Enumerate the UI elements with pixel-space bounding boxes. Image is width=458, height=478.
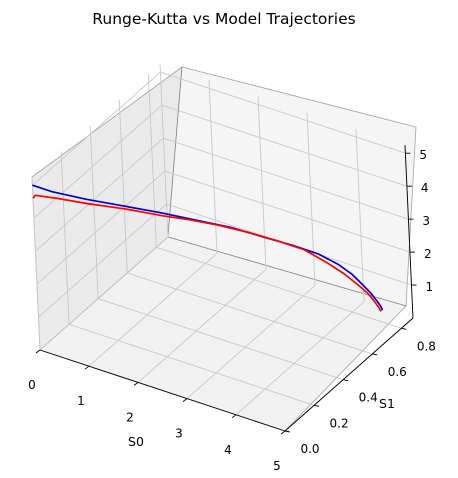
z-tick-label: 5 [419, 148, 427, 162]
y-tick-label: 0.2 [330, 416, 349, 430]
z-tick-label: 1 [425, 280, 433, 294]
y-tick-label: 0.6 [388, 365, 407, 379]
x-gridline-wall [257, 96, 267, 270]
x-gridline-wall [355, 128, 365, 302]
y-gridline-floor [127, 272, 373, 355]
y-axis-line [284, 317, 414, 432]
y-gridline-floor [68, 323, 315, 406]
tick-labels: 0 1 2 3 4 5 0.0 0.2 0.4 0.6 0.8 1 2 3 4 5 [28, 148, 436, 473]
z-gridline-left [36, 170, 166, 285]
y-tick-mark [343, 379, 349, 382]
y-gridline-wall [60, 151, 70, 325]
x-axis-line [39, 349, 286, 432]
axes-panes [31, 66, 417, 432]
x-tick-mark [133, 382, 139, 386]
y-gridline-wall [147, 74, 157, 248]
x-tick-label: 5 [273, 459, 281, 473]
x-tick-mark [280, 430, 286, 435]
y-tick-label: 0.4 [359, 391, 378, 405]
x-gridline-floor [39, 236, 169, 351]
y-tick-label: 0.0 [300, 442, 319, 456]
y-tick-label: 0.8 [417, 339, 436, 353]
y-gridline-wall [31, 176, 41, 351]
x-gridline-floor [88, 252, 218, 367]
x-tick-label: 2 [126, 410, 134, 424]
y-tick-mark [284, 430, 291, 433]
z-gridline-left [33, 104, 163, 219]
z-gridline-right [164, 170, 411, 253]
x-tick-label: 4 [224, 443, 232, 457]
z-gridline-right [161, 104, 408, 187]
y-tick-mark [372, 353, 378, 356]
x-tick-mark [84, 365, 90, 370]
x-tick-label: 3 [175, 427, 183, 441]
y-gridline-floor [98, 298, 344, 381]
x-tick-label: 0 [28, 378, 36, 392]
red-trajectory-line [32, 194, 382, 312]
y-tick-mark [314, 404, 320, 407]
z-tick-label: 2 [424, 247, 432, 261]
x-tick-mark [35, 349, 41, 354]
z-axis-line [404, 144, 414, 319]
y-gridline-floor [156, 246, 402, 329]
y-axis-label: S1 [379, 396, 395, 411]
z-gridline-left [35, 137, 164, 252]
z-gridline-right [160, 71, 406, 154]
x-gridline-floor [137, 269, 267, 383]
axis-lines [39, 144, 414, 432]
x-tick-mark [231, 414, 237, 419]
x-axis-label: S0 [128, 434, 144, 449]
x-tick-label: 1 [77, 394, 85, 408]
x-tick-mark [182, 398, 188, 402]
y-gridline-wall [118, 99, 128, 273]
chart-title: Runge-Kutta vs Model Trajectories [92, 10, 355, 28]
z-gridline-right [163, 137, 409, 220]
z-gridline-left [32, 71, 161, 186]
y-tick-mark [401, 327, 407, 330]
z-tick-label: 4 [421, 181, 429, 195]
x-gridline-floor [235, 301, 365, 416]
x-gridline-floor [186, 285, 316, 399]
y-gridline-wall [89, 125, 99, 299]
trajectory-lines [32, 184, 384, 312]
x-gridline-wall [306, 112, 316, 286]
x-gridline-wall [159, 63, 169, 238]
z-tick-label: 3 [422, 214, 430, 228]
z-gridline-left [38, 203, 167, 318]
